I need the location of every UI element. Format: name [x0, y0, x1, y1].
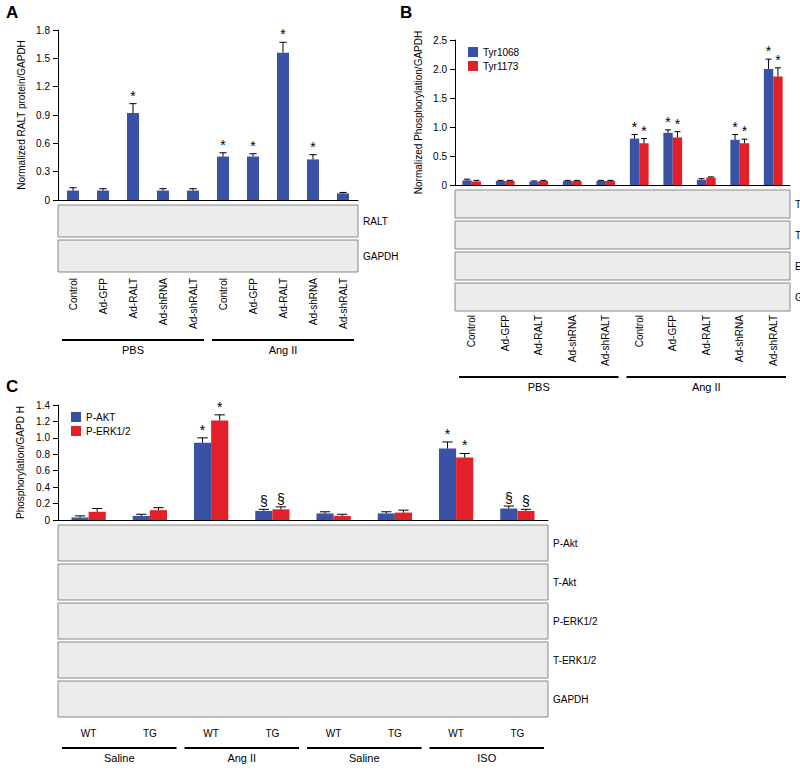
svg-text:Ad-GFP: Ad-GFP [500, 315, 511, 351]
svg-text:Ad-GFP: Ad-GFP [98, 278, 109, 314]
svg-text:*: * [250, 138, 256, 154]
svg-text:*: * [775, 52, 781, 68]
svg-text:§: § [522, 493, 530, 509]
svg-text:*: * [462, 437, 468, 453]
svg-text:Ad-RALT: Ad-RALT [278, 278, 289, 318]
svg-text:Normalized Phosphorylation/GAP: Normalized Phosphorylation/GAPDH [413, 31, 424, 194]
svg-text:Ad-RALT: Ad-RALT [701, 315, 712, 355]
svg-text:1.5: 1.5 [36, 53, 50, 64]
svg-text:0.9: 0.9 [36, 110, 50, 121]
svg-text:Saline: Saline [104, 752, 135, 764]
svg-text:1.8: 1.8 [36, 25, 50, 36]
svg-text:0.8: 0.8 [36, 449, 50, 460]
svg-text:*: * [445, 426, 451, 442]
svg-text:Ad-shRNA: Ad-shRNA [567, 315, 578, 363]
svg-text:PBS: PBS [122, 344, 144, 356]
svg-text:Ad-shRALT: Ad-shRALT [188, 278, 199, 329]
svg-text:T-ERK1/2: T-ERK1/2 [553, 655, 597, 666]
svg-text:Ad-shRNA: Ad-shRNA [734, 315, 745, 363]
svg-text:Control: Control [68, 278, 79, 310]
svg-text:0: 0 [44, 195, 50, 206]
svg-text:0: 0 [441, 180, 447, 191]
svg-text:2.0: 2.0 [433, 64, 447, 75]
svg-text:RALT: RALT [363, 216, 388, 227]
svg-text:1.4: 1.4 [36, 400, 50, 411]
svg-text:0.6: 0.6 [36, 465, 50, 476]
svg-text:Ad-RALT: Ad-RALT [533, 315, 544, 355]
svg-text:Tyr1068: Tyr1068 [483, 47, 520, 58]
svg-text:Control: Control [634, 315, 645, 347]
svg-text:Tyr1173: Tyr1173 [483, 61, 519, 72]
svg-text:*: * [217, 399, 223, 415]
svg-text:Control: Control [466, 315, 477, 347]
svg-text:A: A [6, 3, 18, 22]
svg-text:*: * [200, 422, 206, 438]
svg-text:0.2: 0.2 [36, 498, 50, 509]
svg-text:Ad-shRNA: Ad-shRNA [158, 278, 169, 326]
svg-text:§: § [277, 491, 285, 507]
svg-text:GAPDH: GAPDH [363, 251, 399, 262]
svg-text:*: * [220, 137, 226, 153]
svg-text:B: B [400, 3, 412, 22]
svg-text:P-AKT: P-AKT [86, 412, 115, 423]
svg-text:Ang II: Ang II [692, 381, 721, 393]
svg-text:TG: TG [265, 728, 279, 739]
svg-text:TG: TG [388, 728, 402, 739]
svg-text:*: * [641, 123, 647, 139]
svg-text:Ang II: Ang II [227, 752, 256, 764]
svg-text:1.2: 1.2 [36, 81, 50, 92]
svg-text:WT: WT [326, 728, 342, 739]
svg-text:1.0: 1.0 [433, 122, 447, 133]
svg-text:*: * [742, 123, 748, 139]
svg-text:Saline: Saline [349, 752, 380, 764]
svg-text:1.5: 1.5 [433, 93, 447, 104]
svg-text:*: * [280, 26, 286, 42]
svg-text:§: § [505, 490, 513, 506]
svg-text:Ad-shRALT: Ad-shRALT [768, 315, 779, 366]
svg-text:*: * [130, 88, 136, 104]
svg-text:Ad-GFP: Ad-GFP [248, 278, 259, 314]
svg-text:EGFR: EGFR [795, 261, 800, 272]
svg-text:*: * [310, 139, 316, 155]
svg-text:P-ERK1/2: P-ERK1/2 [86, 426, 131, 437]
svg-text:Control: Control [218, 278, 229, 310]
svg-text:T-Akt: T-Akt [553, 577, 577, 588]
svg-text:Ang II: Ang II [269, 344, 298, 356]
svg-text:Ad-shRALT: Ad-shRALT [338, 278, 349, 329]
svg-text:0: 0 [44, 515, 50, 526]
svg-text:C: C [6, 377, 18, 396]
svg-text:Ad-shRNA: Ad-shRNA [308, 278, 319, 326]
svg-text:P-Akt: P-Akt [553, 538, 578, 549]
svg-text:*: * [665, 114, 671, 130]
svg-text:TG: TG [510, 728, 524, 739]
svg-text:0.5: 0.5 [433, 151, 447, 162]
svg-text:§: § [260, 493, 268, 509]
svg-text:TG: TG [143, 728, 157, 739]
svg-text:2.5: 2.5 [433, 35, 447, 46]
svg-text:PBS: PBS [528, 381, 550, 393]
svg-text:P-ERK1/2: P-ERK1/2 [553, 616, 598, 627]
svg-text:0.6: 0.6 [36, 138, 50, 149]
svg-text:Ad-RALT: Ad-RALT [128, 278, 139, 318]
svg-text:ISO: ISO [477, 752, 496, 764]
svg-text:WT: WT [81, 728, 97, 739]
svg-text:0.3: 0.3 [36, 166, 50, 177]
svg-text:*: * [732, 119, 738, 135]
svg-text:WT: WT [203, 728, 219, 739]
svg-text:*: * [766, 43, 772, 59]
svg-text:Phosphorylation/GAPD H: Phosphorylation/GAPD H [15, 406, 26, 519]
svg-text:Tyr1068: Tyr1068 [795, 199, 800, 210]
svg-text:Ad-GFP: Ad-GFP [667, 315, 678, 351]
svg-text:0.4: 0.4 [36, 482, 50, 493]
svg-text:1.0: 1.0 [36, 432, 50, 443]
svg-text:WT: WT [448, 728, 464, 739]
svg-text:*: * [632, 119, 638, 135]
svg-text:Ad-shRALT: Ad-shRALT [600, 315, 611, 366]
svg-text:GAPDH: GAPDH [795, 292, 800, 303]
svg-text:1.2: 1.2 [36, 416, 50, 427]
svg-text:Normalized RALT protein/GAPDH: Normalized RALT protein/GAPDH [16, 40, 27, 190]
svg-text:GAPDH: GAPDH [553, 694, 589, 705]
svg-text:Tyr1173: Tyr1173 [795, 230, 800, 241]
svg-text:*: * [675, 116, 681, 132]
